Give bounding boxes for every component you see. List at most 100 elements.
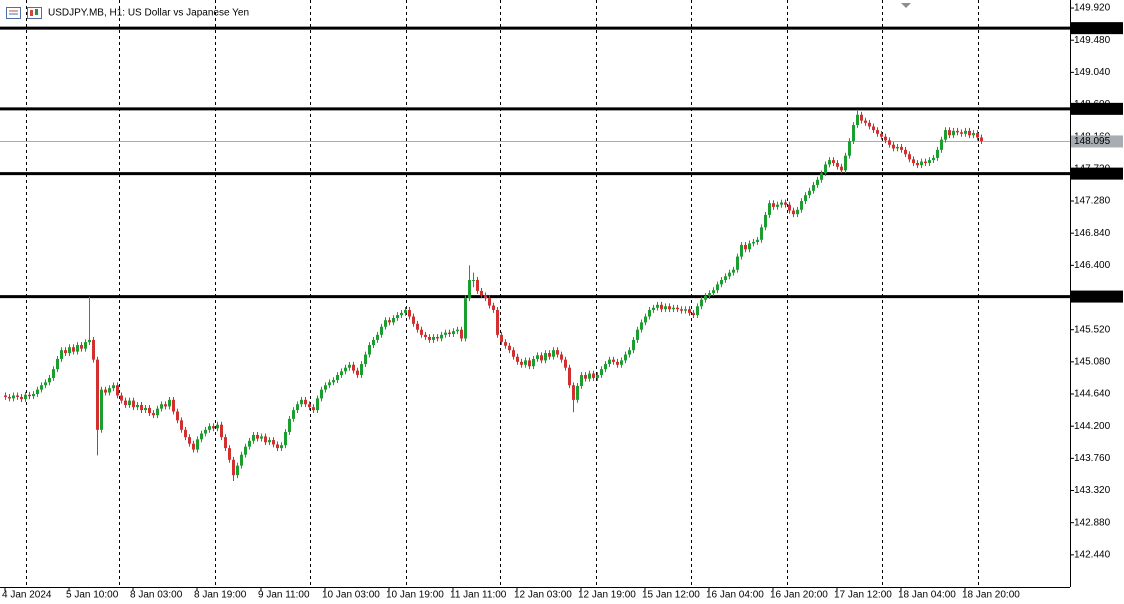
candle-body	[332, 380, 335, 383]
candle-body	[424, 334, 427, 337]
candle-body	[920, 161, 923, 166]
y-tick-label: 149.480	[1074, 35, 1111, 46]
candle-body	[712, 290, 715, 294]
y-tick-label: 142.880	[1074, 517, 1111, 528]
candle-body	[216, 424, 219, 429]
x-tick-label: 4 Jan 2024	[2, 590, 52, 601]
y-tick-label: 143.320	[1074, 485, 1111, 496]
candle-body	[648, 309, 651, 317]
candle-body	[564, 359, 567, 368]
candle-body	[68, 347, 71, 354]
candle-body	[932, 157, 935, 161]
candle-body	[256, 434, 259, 439]
candle-body	[56, 358, 59, 370]
candle-body	[8, 396, 11, 399]
candle-body	[36, 389, 39, 395]
candle-body	[140, 404, 143, 411]
candle-body	[344, 367, 347, 372]
level-label-box	[1071, 290, 1123, 303]
x-tick-label: 18 Jan 20:00	[962, 590, 1020, 601]
candle-body	[644, 316, 647, 323]
candle-body	[976, 133, 979, 138]
candle-body	[520, 361, 523, 365]
current-price-box	[1071, 135, 1123, 148]
candle-body	[744, 244, 747, 250]
candle-body	[108, 388, 111, 393]
candle-body	[40, 385, 43, 390]
x-tick-label: 8 Jan 03:00	[130, 590, 183, 601]
x-tick-label: 9 Jan 11:00	[258, 590, 310, 601]
y-tick-label: 143.760	[1074, 453, 1111, 464]
candle-body	[888, 140, 891, 145]
candle-body	[252, 434, 255, 441]
candle-body	[232, 459, 235, 476]
candle-body	[892, 144, 895, 149]
candle-body	[556, 350, 559, 355]
candle-body	[356, 370, 359, 376]
candle-body	[788, 204, 791, 211]
y-tick-label: 145.520	[1074, 324, 1111, 335]
candle-body	[728, 272, 731, 277]
level-label-box	[1071, 102, 1123, 115]
candle-body	[472, 279, 475, 281]
candle-body	[288, 418, 291, 433]
candle-body	[172, 399, 175, 412]
candle-body	[388, 320, 391, 323]
candle-body	[740, 244, 743, 257]
candle-body	[84, 342, 87, 349]
candle-body	[484, 295, 487, 299]
candle-body	[656, 304, 659, 308]
candle-body	[620, 360, 623, 365]
level-label: 148.541	[1074, 103, 1111, 114]
candle-body	[608, 359, 611, 365]
candle-body	[908, 154, 911, 160]
y-tick-label: 147.280	[1074, 196, 1111, 207]
candle-body	[540, 355, 543, 361]
candle-body	[508, 345, 511, 351]
candle-body	[284, 432, 287, 446]
candle-body	[220, 424, 223, 438]
candle-body	[416, 323, 419, 330]
candle-body	[280, 445, 283, 449]
candle-body	[860, 114, 863, 121]
candle-body	[460, 329, 463, 339]
candle-body	[384, 320, 387, 327]
candle-body	[268, 440, 271, 443]
candle-body	[672, 307, 675, 310]
candle-body	[124, 400, 127, 405]
candle-body	[240, 454, 243, 466]
level-label-box	[1071, 167, 1123, 180]
level-label: 147.655	[1074, 168, 1111, 179]
candle-body	[212, 426, 215, 429]
candle-body	[380, 326, 383, 335]
candle-body	[780, 202, 783, 205]
candle-body	[224, 437, 227, 449]
candle-body	[956, 130, 959, 133]
candle-body	[836, 163, 839, 167]
candle-body	[548, 353, 551, 357]
candle-body	[292, 410, 295, 419]
candle-body	[156, 408, 159, 416]
candle-body	[568, 367, 571, 386]
x-tick-label: 18 Jan 04:00	[898, 590, 956, 601]
candle-body	[52, 369, 55, 378]
candle-body	[88, 339, 91, 343]
candle-body	[492, 305, 495, 310]
candle-body	[456, 329, 459, 332]
candle-body	[724, 276, 727, 280]
candle-body	[924, 161, 927, 164]
candle-body	[596, 375, 599, 378]
x-tick-label: 10 Jan 19:00	[386, 590, 444, 601]
candle-body	[968, 130, 971, 136]
candle-body	[312, 407, 315, 411]
candle-body	[876, 130, 879, 134]
candle-body	[316, 398, 319, 411]
candle-body	[208, 426, 211, 430]
candle-body	[900, 146, 903, 150]
y-tick-label: 142.440	[1074, 549, 1111, 560]
candle-body	[896, 146, 899, 149]
candle-body	[708, 293, 711, 297]
candle-body	[248, 440, 251, 447]
candle-body	[536, 355, 539, 359]
